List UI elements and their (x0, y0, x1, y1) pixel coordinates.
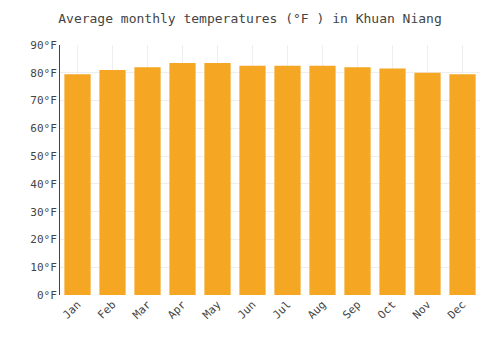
svg-text:Sep: Sep (340, 298, 363, 321)
svg-text:90°F: 90°F (30, 39, 57, 52)
svg-text:Mar: Mar (130, 298, 154, 322)
svg-text:Jun: Jun (235, 298, 258, 321)
svg-text:Jan: Jan (60, 298, 83, 321)
svg-text:Dec: Dec (445, 298, 468, 321)
svg-text:Feb: Feb (95, 298, 118, 321)
svg-text:Nov: Nov (410, 298, 434, 322)
svg-text:Average monthly temperatures (: Average monthly temperatures (°F ) in Kh… (58, 11, 442, 26)
svg-text:80°F: 80°F (30, 67, 57, 80)
svg-text:Oct: Oct (375, 298, 398, 321)
svg-text:30°F: 30°F (30, 206, 57, 219)
svg-text:Apr: Apr (165, 298, 189, 322)
svg-text:0°F: 0°F (37, 289, 57, 302)
svg-text:70°F: 70°F (30, 94, 57, 107)
svg-text:May: May (200, 298, 224, 322)
svg-text:50°F: 50°F (30, 150, 57, 163)
svg-text:40°F: 40°F (30, 178, 57, 191)
svg-text:10°F: 10°F (30, 261, 57, 274)
svg-text:Jul: Jul (270, 298, 293, 321)
svg-text:60°F: 60°F (30, 122, 57, 135)
svg-text:Aug: Aug (305, 298, 328, 321)
svg-text:20°F: 20°F (30, 233, 57, 246)
